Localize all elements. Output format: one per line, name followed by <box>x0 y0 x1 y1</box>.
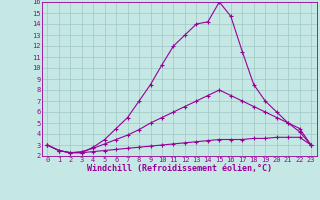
X-axis label: Windchill (Refroidissement éolien,°C): Windchill (Refroidissement éolien,°C) <box>87 164 272 173</box>
